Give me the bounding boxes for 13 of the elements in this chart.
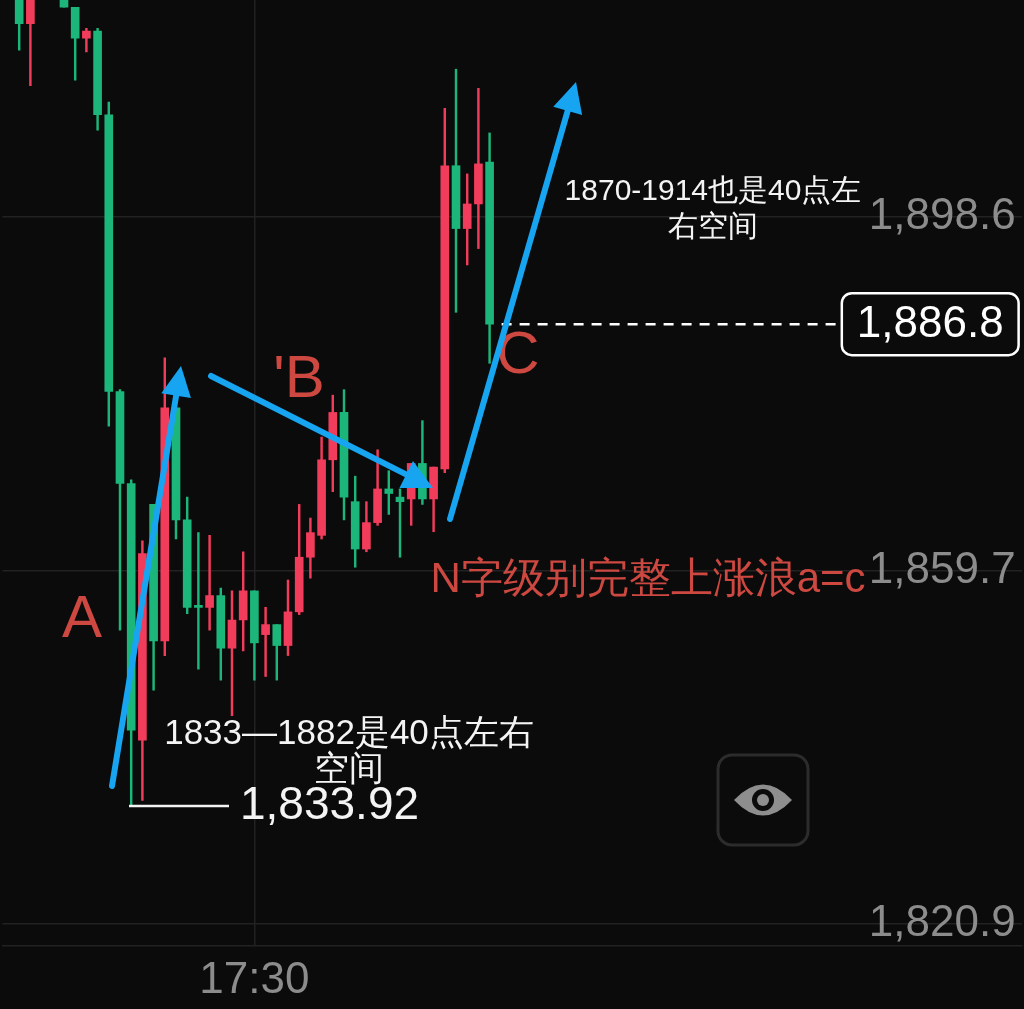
- annotation: 1870-1914也是40点左右空间: [564, 173, 862, 243]
- annotation: 'B: [273, 342, 325, 410]
- annotation: A: [61, 582, 103, 650]
- candlestick: [205, 535, 214, 631]
- y-tick-label: 1,820.9: [868, 896, 1016, 946]
- x-tick-label: 17:30: [199, 952, 310, 1002]
- annotation: N字级别完整上涨浪a=c: [430, 553, 866, 601]
- y-tick-label: 1,859.7: [868, 543, 1016, 593]
- candlestick: [261, 606, 270, 677]
- y-tick-label: 1,898.6: [868, 188, 1016, 238]
- ref-line-label: 1,886.8: [856, 297, 1004, 347]
- candlestick: [474, 87, 483, 249]
- candlestick: [194, 532, 203, 670]
